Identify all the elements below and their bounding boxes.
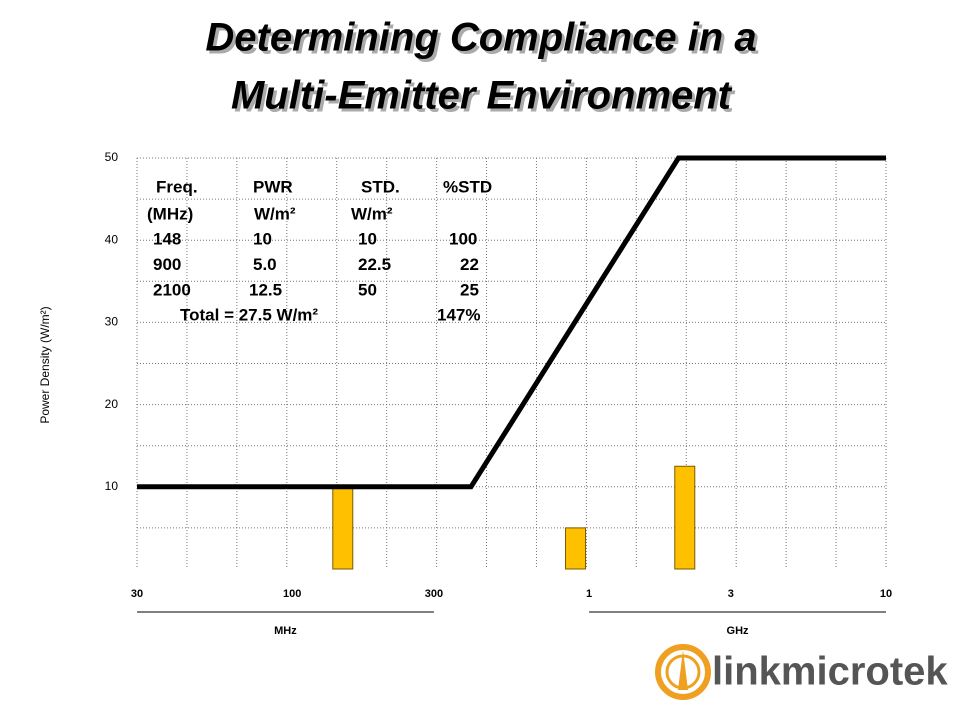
- table-header: PWR: [253, 177, 293, 196]
- table-cell: 10: [253, 229, 272, 248]
- table-cell: 12.5: [249, 280, 282, 299]
- y-tick-label: 20: [105, 397, 119, 411]
- table-header: %STD: [443, 177, 492, 196]
- title-shadow: Multi-Emitter Environment: [234, 77, 736, 121]
- bar: [565, 527, 587, 570]
- y-tick-label: 10: [105, 479, 119, 493]
- x-tick-label: 1: [586, 588, 592, 600]
- table-header: STD.: [361, 177, 400, 196]
- table-total: Total = 27.5 W/m²: [180, 305, 318, 324]
- unit-group-label: MHz: [274, 625, 297, 637]
- y-tick-label: 50: [105, 150, 119, 164]
- table-unit: (MHz): [147, 204, 193, 223]
- table-unit: W/m²: [254, 204, 296, 223]
- table-cell: 900: [153, 255, 181, 274]
- x-tick-label: 300: [425, 588, 443, 600]
- bar: [674, 465, 696, 570]
- table-cell: 2100: [153, 280, 191, 299]
- table-cell: 5.0: [253, 255, 277, 274]
- table-cell: 100: [449, 229, 477, 248]
- table-cell: 22.5: [358, 255, 391, 274]
- bar: [332, 486, 354, 570]
- title: Multi-Emitter Environment: [231, 74, 733, 118]
- logo-text: linkmicrotek: [712, 650, 948, 694]
- x-tick-label: 30: [131, 588, 143, 600]
- logo-icon: [655, 644, 711, 700]
- x-tick-label: 10: [880, 588, 892, 600]
- table-header: Freq.: [156, 177, 198, 196]
- table-cell: 148: [153, 229, 181, 248]
- y-axis-label: Power Density (W/m²): [38, 306, 52, 423]
- y-tick-label: 40: [105, 232, 119, 246]
- title-shadow: Determining Compliance in a: [208, 19, 759, 63]
- title: Determining Compliance in a: [205, 16, 756, 60]
- limit-line: [137, 155, 886, 490]
- table-cell: 50: [358, 280, 377, 299]
- unit-group-label: GHz: [727, 625, 750, 637]
- table-unit: W/m²: [351, 204, 393, 223]
- x-tick-label: 100: [283, 588, 301, 600]
- x-tick-label: 3: [728, 588, 734, 600]
- table-cell: 22: [460, 255, 479, 274]
- y-tick-label: 30: [105, 315, 119, 329]
- table-cell: 25: [460, 280, 479, 299]
- table-total: 147%: [437, 305, 480, 324]
- table-cell: 10: [358, 229, 377, 248]
